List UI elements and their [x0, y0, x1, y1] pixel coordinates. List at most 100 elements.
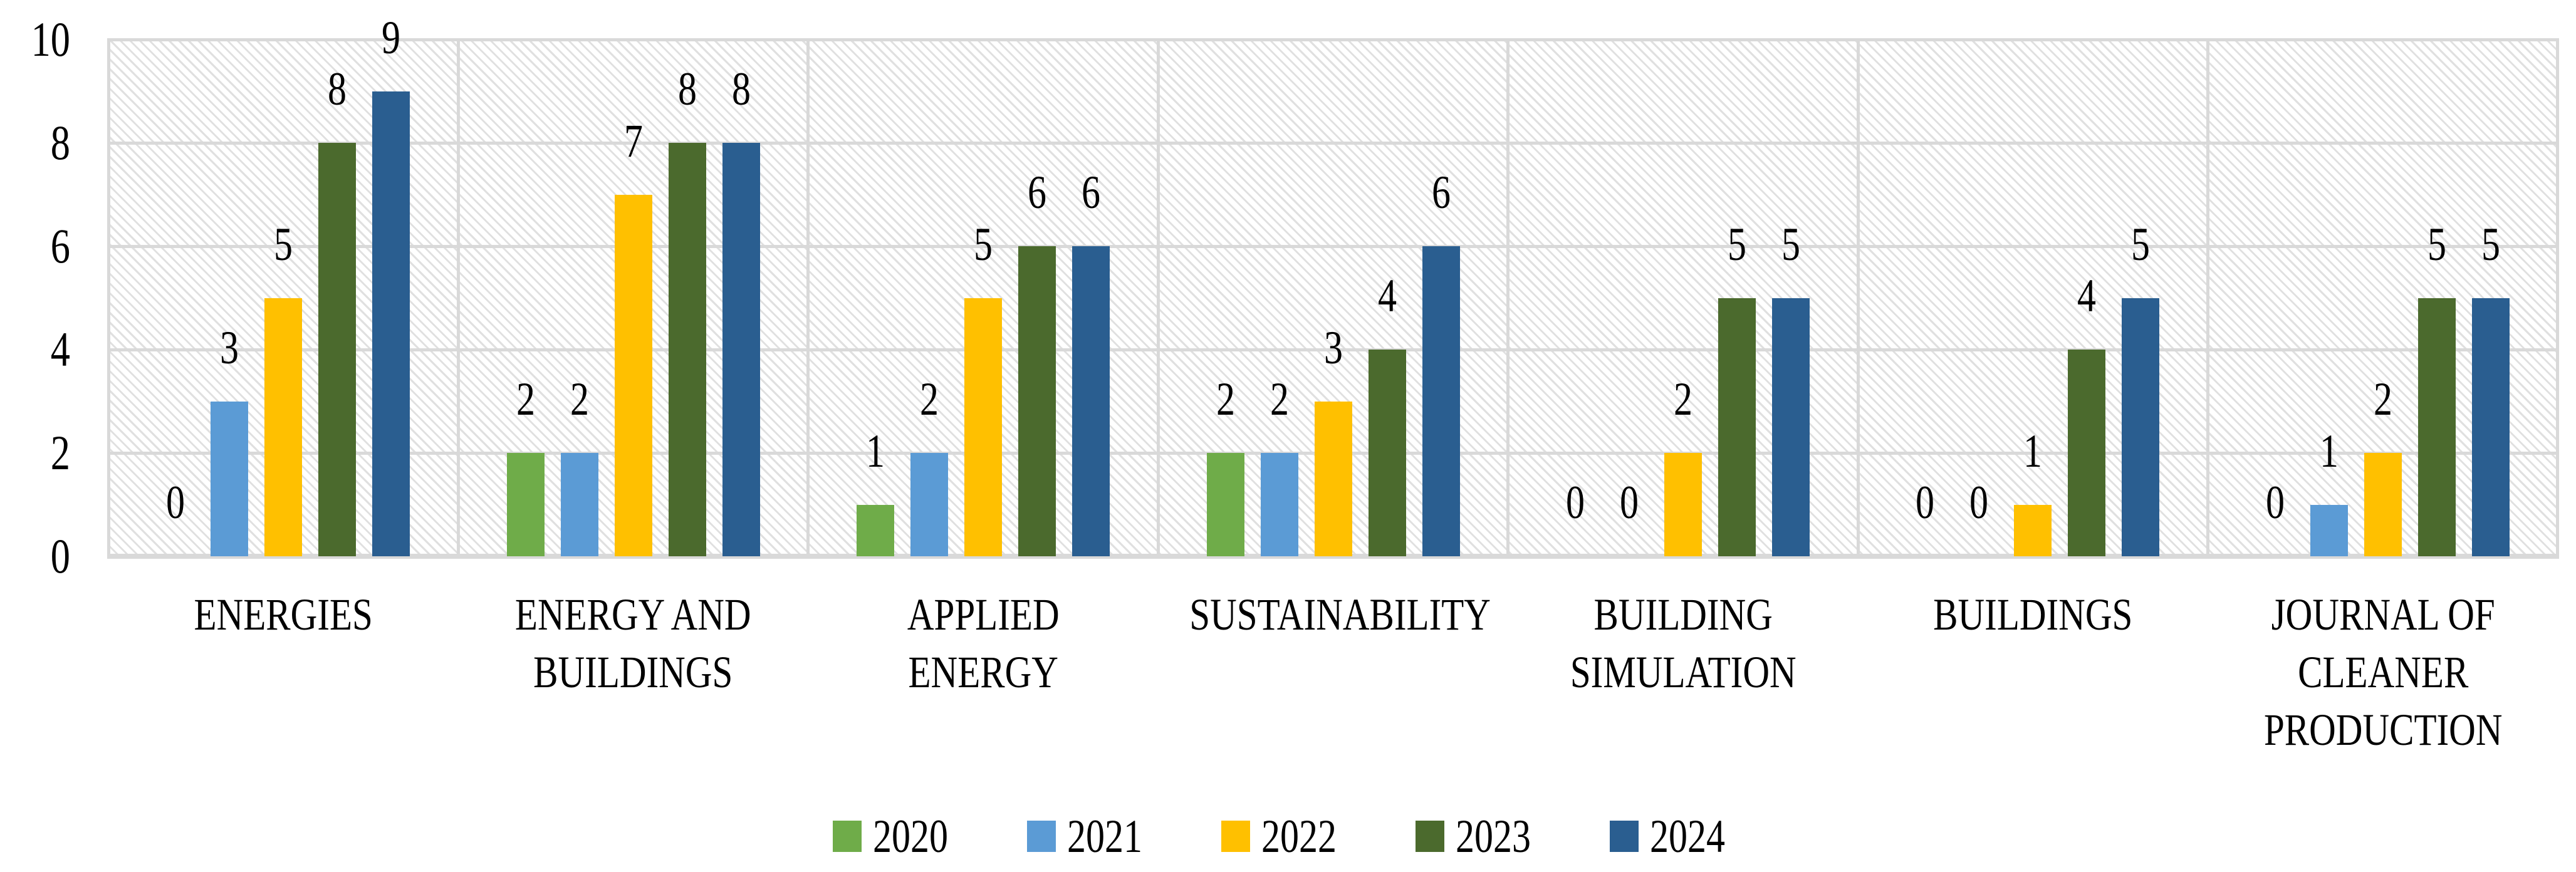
- plot-border-top: [107, 38, 2559, 41]
- plot-border-left: [107, 39, 110, 556]
- gridline-y-6: [107, 244, 2559, 248]
- bar-2021-energies: [211, 401, 249, 556]
- value-label-2022-journal-of-cleaner-production: 2: [2373, 373, 2392, 425]
- value-label-2020-sustainability: 2: [1216, 373, 1235, 425]
- legend-label-2020: 2020: [872, 810, 948, 863]
- legend: 2020 2021 2022 2023 2024: [0, 810, 2576, 863]
- category-label-sustainability: SUSTAINABILITY: [1189, 589, 1491, 640]
- value-label-2020-energies: 0: [166, 477, 185, 529]
- category-label-buildings: BUILDINGS: [1933, 589, 2133, 640]
- bar-2020-applied-energy: [857, 504, 895, 556]
- bar-2024-buildings: [2122, 298, 2160, 556]
- bar-2022-journal-of-cleaner-production: [2364, 453, 2402, 556]
- value-label-2021-energies: 3: [220, 321, 239, 374]
- category-separator-1: [456, 39, 460, 556]
- bar-2023-energies: [318, 143, 357, 556]
- legend-item-2024: 2024: [1609, 810, 1744, 863]
- bar-2022-applied-energy: [964, 298, 1003, 556]
- value-label-2020-journal-of-cleaner-production: 0: [2265, 477, 2285, 529]
- category-label-journal-of-cleaner-production: JOURNAL OF CLEANER PRODUCTION: [2263, 589, 2503, 755]
- value-label-2022-building-simulation: 2: [1673, 373, 1692, 425]
- bar-2023-journal-of-cleaner-production: [2417, 298, 2456, 556]
- legend-label-2024: 2024: [1649, 810, 1725, 863]
- bar-2024-sustainability: [1422, 246, 1460, 556]
- value-label-2020-building-simulation: 0: [1565, 477, 1585, 529]
- value-label-2023-energies: 8: [328, 63, 347, 115]
- legend-swatch-2023: [1415, 821, 1444, 852]
- bar-2022-energy-and-buildings: [614, 194, 652, 556]
- bar-2024-energies: [372, 91, 410, 556]
- value-label-2023-energy-and-buildings: 8: [677, 63, 697, 115]
- y-tick-label-4: 4: [50, 322, 70, 376]
- category-separator-6: [2206, 39, 2210, 556]
- value-label-2020-energy-and-buildings: 2: [516, 373, 535, 425]
- value-label-2021-buildings: 0: [1969, 477, 1989, 529]
- y-tick-label-10: 10: [31, 12, 70, 66]
- value-label-2024-buildings: 5: [2131, 218, 2151, 271]
- y-tick-label-6: 6: [50, 219, 70, 273]
- category-separator-2: [806, 39, 810, 556]
- y-tick-label-2: 2: [50, 425, 70, 480]
- category-separator-5: [1856, 39, 1860, 556]
- legend-item-2021: 2021: [1026, 813, 1161, 860]
- value-label-2021-sustainability: 2: [1270, 373, 1289, 425]
- value-label-2022-buildings: 1: [2023, 425, 2043, 477]
- bar-2022-energies: [264, 298, 303, 556]
- y-tick-label-8: 8: [50, 115, 70, 170]
- value-label-2021-building-simulation: 0: [1619, 477, 1639, 529]
- bar-2022-buildings: [2014, 504, 2052, 556]
- bar-2024-building-simulation: [1771, 298, 1810, 556]
- legend-item-2023: 2023: [1415, 810, 1550, 863]
- gridline-y-8: [107, 141, 2559, 145]
- category-label-applied-energy: APPLIED ENERGY: [907, 589, 1060, 697]
- bar-2021-sustainability: [1260, 453, 1298, 556]
- bar-2023-buildings: [2068, 350, 2106, 556]
- x-axis-line: [107, 554, 2559, 559]
- bar-2023-building-simulation: [1718, 298, 1756, 556]
- bar-2022-sustainability: [1314, 401, 1352, 556]
- bar-2024-journal-of-cleaner-production: [2471, 298, 2510, 556]
- value-label-2024-applied-energy: 6: [1082, 167, 1101, 219]
- value-label-2022-applied-energy: 5: [974, 218, 993, 271]
- legend-swatch-2020: [832, 821, 862, 852]
- value-label-2020-applied-energy: 1: [866, 425, 885, 477]
- bar-2023-sustainability: [1368, 350, 1406, 556]
- category-separator-3: [1156, 39, 1160, 556]
- bar-2023-energy-and-buildings: [668, 143, 706, 556]
- legend-label-2023: 2023: [1455, 810, 1531, 863]
- value-label-2022-energies: 5: [274, 218, 293, 271]
- plot-border-right: [2556, 39, 2559, 556]
- value-label-2024-sustainability: 6: [1431, 167, 1451, 219]
- legend-item-2020: 2020: [832, 810, 967, 863]
- gridline-y-4: [107, 348, 2559, 351]
- bar-2022-building-simulation: [1664, 453, 1702, 556]
- value-label-2024-journal-of-cleaner-production: 5: [2481, 218, 2500, 271]
- value-label-2022-energy-and-buildings: 7: [623, 115, 643, 167]
- legend-swatch-2022: [1221, 821, 1250, 852]
- value-label-2024-energy-and-buildings: 8: [731, 63, 751, 115]
- category-label-energy-and-buildings: ENERGY AND BUILDINGS: [515, 589, 751, 697]
- legend-swatch-2024: [1609, 821, 1639, 852]
- value-label-2023-buildings: 4: [2077, 270, 2097, 322]
- y-tick-label-0: 0: [50, 529, 70, 583]
- bar-2020-sustainability: [1206, 453, 1244, 556]
- value-label-2023-building-simulation: 5: [1727, 218, 1746, 271]
- bar-2024-energy-and-buildings: [722, 143, 760, 556]
- value-label-2021-energy-and-buildings: 2: [570, 373, 589, 425]
- category-label-building-simulation: BUILDING SIMULATION: [1570, 589, 1796, 697]
- value-label-2022-sustainability: 3: [1323, 321, 1343, 374]
- bar-2021-energy-and-buildings: [560, 453, 598, 556]
- bar-2021-applied-energy: [910, 453, 949, 556]
- legend-label-2022: 2022: [1261, 810, 1337, 863]
- bar-2020-energy-and-buildings: [506, 453, 545, 556]
- category-label-energies: ENERGIES: [194, 589, 373, 640]
- bar-2024-applied-energy: [1072, 246, 1110, 556]
- value-label-2023-journal-of-cleaner-production: 5: [2427, 218, 2446, 271]
- value-label-2023-applied-energy: 6: [1028, 167, 1047, 219]
- value-label-2020-buildings: 0: [1916, 477, 1935, 529]
- bar-2021-journal-of-cleaner-production: [2310, 504, 2348, 556]
- legend-swatch-2021: [1026, 821, 1056, 852]
- value-label-2021-applied-energy: 2: [920, 373, 939, 425]
